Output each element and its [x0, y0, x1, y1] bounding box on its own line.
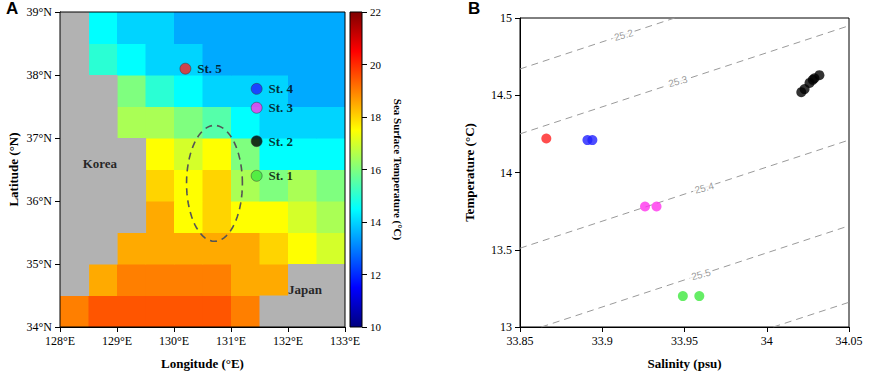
- svg-text:33.85: 33.85: [507, 334, 534, 348]
- svg-text:36°N: 36°N: [27, 194, 53, 208]
- svg-text:33.9: 33.9: [592, 334, 613, 348]
- svg-text:33.95: 33.95: [671, 334, 698, 348]
- svg-text:25.4: 25.4: [693, 180, 715, 196]
- svg-text:18: 18: [370, 111, 382, 123]
- svg-text:25.3: 25.3: [667, 73, 689, 89]
- svg-text:14.5: 14.5: [491, 88, 512, 102]
- svg-text:15: 15: [500, 11, 512, 25]
- svg-text:St. 1: St. 1: [268, 168, 293, 183]
- svg-text:25.5: 25.5: [690, 267, 712, 283]
- svg-text:25.2: 25.2: [613, 27, 635, 43]
- svg-text:34°N: 34°N: [27, 320, 53, 334]
- svg-text:128°E: 128°E: [45, 334, 75, 348]
- svg-text:130°E: 130°E: [159, 334, 189, 348]
- svg-text:20: 20: [370, 59, 382, 71]
- svg-text:Salinity (psu): Salinity (psu): [647, 356, 721, 371]
- svg-text:14: 14: [370, 216, 382, 228]
- svg-text:38°N: 38°N: [27, 68, 53, 82]
- svg-text:St. 2: St. 2: [268, 134, 293, 149]
- svg-text:St. 3: St. 3: [268, 100, 293, 115]
- svg-text:Temperature (°C): Temperature (°C): [462, 123, 477, 222]
- svg-text:13: 13: [500, 320, 512, 334]
- svg-text:14: 14: [500, 166, 512, 180]
- svg-text:13.5: 13.5: [491, 243, 512, 257]
- svg-text:129°E: 129°E: [102, 334, 132, 348]
- svg-text:Korea: Korea: [83, 156, 118, 171]
- svg-text:16: 16: [370, 164, 382, 176]
- svg-text:132°E: 132°E: [273, 334, 303, 348]
- svg-text:12: 12: [370, 269, 381, 281]
- svg-text:131°E: 131°E: [216, 334, 246, 348]
- svg-text:39°N: 39°N: [27, 5, 53, 19]
- svg-text:34: 34: [761, 334, 773, 348]
- svg-text:22: 22: [370, 6, 381, 18]
- svg-text:Longitude (°E): Longitude (°E): [161, 356, 244, 371]
- svg-text:St. 5: St. 5: [197, 61, 222, 76]
- svg-text:35°N: 35°N: [27, 257, 53, 271]
- svg-text:Japan: Japan: [288, 282, 323, 297]
- svg-text:A: A: [6, 0, 18, 18]
- svg-text:B: B: [468, 0, 480, 18]
- svg-text:37°N: 37°N: [27, 131, 53, 145]
- svg-text:34.05: 34.05: [836, 334, 863, 348]
- svg-text:133°E: 133°E: [330, 334, 360, 348]
- svg-text:Sea Surface Temperature (°C): Sea Surface Temperature (°C): [391, 99, 404, 241]
- svg-text:10: 10: [370, 321, 382, 333]
- svg-text:Latitude (°N): Latitude (°N): [6, 132, 21, 206]
- svg-text:St. 4: St. 4: [268, 81, 293, 96]
